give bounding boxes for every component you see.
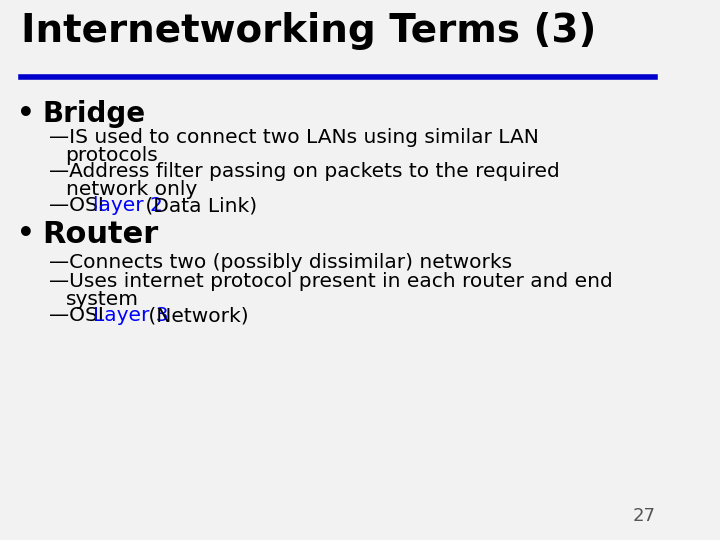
Text: system: system — [66, 290, 138, 309]
Text: —IS used to connect two LANs using similar LAN: —IS used to connect two LANs using simil… — [49, 128, 539, 147]
Text: Internetworking Terms (3): Internetworking Terms (3) — [21, 12, 596, 50]
Text: network only: network only — [66, 180, 197, 199]
Text: —OSI: —OSI — [49, 306, 110, 325]
Text: Bridge: Bridge — [42, 100, 145, 128]
Text: •: • — [17, 220, 35, 248]
Text: Layer 3: Layer 3 — [93, 306, 168, 325]
Text: layer 2: layer 2 — [93, 196, 163, 215]
Text: (Network): (Network) — [143, 306, 249, 325]
Text: protocols: protocols — [66, 146, 158, 165]
Text: —Connects two (possibly dissimilar) networks: —Connects two (possibly dissimilar) netw… — [49, 253, 512, 272]
Text: —Address filter passing on packets to the required: —Address filter passing on packets to th… — [49, 162, 559, 181]
Text: •: • — [17, 100, 35, 128]
Text: —Uses internet protocol present in each router and end: —Uses internet protocol present in each … — [49, 272, 613, 291]
Text: —OSI: —OSI — [49, 196, 110, 215]
Text: Router: Router — [42, 220, 158, 249]
Text: (Data Link): (Data Link) — [140, 196, 258, 215]
Text: 27: 27 — [632, 507, 655, 525]
